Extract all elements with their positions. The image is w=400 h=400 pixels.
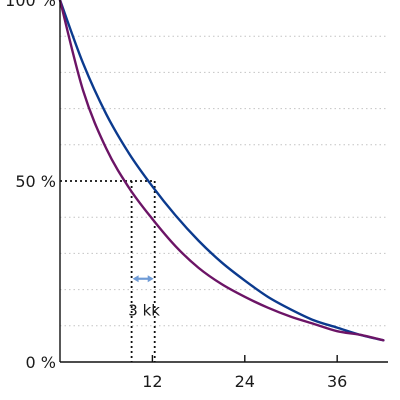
x-tick-label: 36 [327, 372, 347, 391]
series-layer [58, 0, 385, 342]
x-tick-label: 12 [142, 372, 162, 391]
reference-lines [60, 180, 156, 362]
y-tick-label: 0 % [26, 353, 56, 372]
grid-layer [60, 35, 388, 327]
interval-arrow-head-right [147, 275, 154, 283]
x-tick-label: 24 [235, 372, 255, 391]
annotation-layer: 3 kk [128, 302, 160, 320]
series-line-2 [58, 0, 385, 342]
y-tick-label: 100 % [5, 0, 56, 10]
axis-layer: 12 24 36 0 % 50 % 100 % [5, 0, 388, 391]
y-tick-label: 50 % [15, 172, 56, 191]
interval-arrow-head-left [132, 275, 139, 283]
series-line-1 [58, 0, 385, 342]
annotation-label: 3 kk [128, 302, 160, 320]
